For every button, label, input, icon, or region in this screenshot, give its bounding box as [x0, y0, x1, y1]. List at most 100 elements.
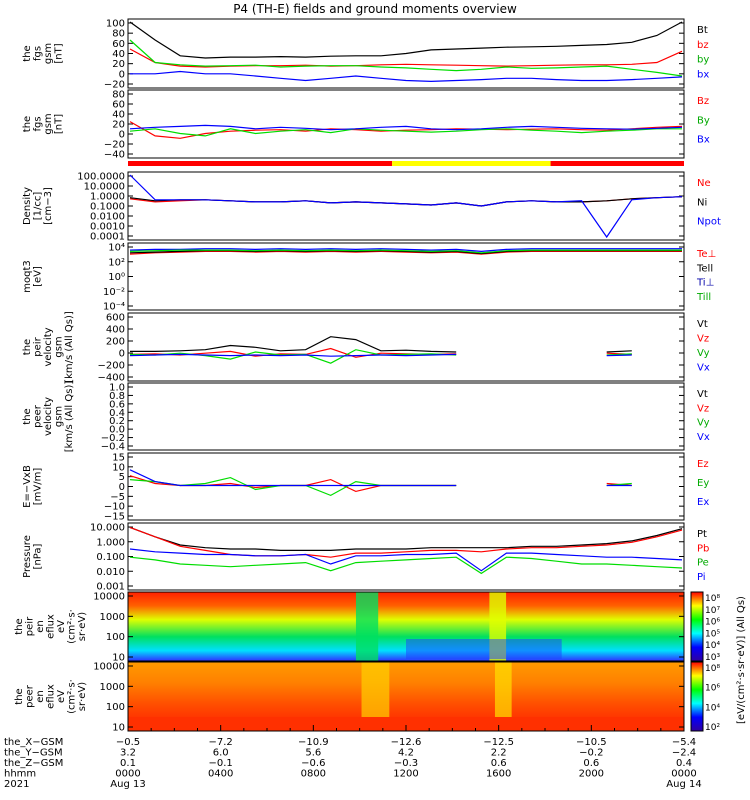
y-tick-label: 10.000 — [90, 523, 125, 534]
y-axis-label: peer — [33, 404, 44, 428]
y-tick-label: 1000 — [100, 682, 125, 693]
y-axis-label: the — [14, 618, 25, 634]
y-tick-label: 0.001 — [96, 582, 125, 593]
x-row-value: −0.6 — [301, 758, 325, 769]
colorbar-tick-label: 10⁶ — [705, 618, 720, 628]
series-line-ey — [129, 476, 632, 497]
y-tick-label: 0.0010 — [90, 222, 125, 233]
x-row-value: −2.4 — [672, 748, 696, 759]
legend-entry: By — [697, 115, 710, 126]
x-row-label: the_Z−GSM — [4, 758, 63, 769]
x-row-value: 0800 — [301, 769, 326, 780]
y-tick-label: 10000 — [93, 592, 125, 603]
x-row-value: 0400 — [208, 769, 233, 780]
series-line-ex — [129, 469, 632, 487]
legend-entry: Vx — [697, 432, 710, 443]
status-segment — [550, 161, 684, 166]
x-row-label: the_X−GSM — [4, 737, 63, 748]
y-tick-label: 10⁴ — [108, 243, 125, 254]
series-line-ni — [129, 196, 683, 207]
y-axis-label: [eV] — [33, 266, 44, 287]
legend-entry: Ez — [697, 459, 709, 470]
legend-entry: Ex — [697, 497, 709, 508]
series-line-npot — [129, 174, 683, 239]
y-tick-label: 1000 — [100, 612, 125, 623]
series-line-ti⊥ — [129, 248, 682, 253]
panel-frame — [127, 242, 685, 311]
legend-entry: Vz — [697, 403, 709, 414]
y-axis-label: Density — [22, 187, 33, 225]
colorbar-tick-label: 10² — [705, 723, 720, 733]
legend-entry: Bt — [697, 25, 708, 36]
y-tick-label: 40 — [112, 110, 125, 121]
y-tick-label: −10 — [104, 502, 125, 513]
colorbar-tick-label: 10⁴ — [705, 703, 720, 713]
chart-panel-4: 10⁴ 10² 10⁰ 10⁻² 10⁻⁴ moqt3 [eV] Te⊥ Tell Ti⊥ Till — [22, 242, 716, 313]
y-tick-label: 10⁻² — [103, 287, 125, 298]
legend-entry: Vt — [697, 319, 708, 330]
y-axis-label: sr·eV) — [77, 682, 88, 711]
y-axis-label: velocity — [43, 397, 54, 436]
x-row-value: −5.4 — [672, 737, 696, 748]
y-tick-label: 1.0000 — [90, 192, 125, 203]
y-axis-label: en — [35, 620, 46, 633]
series-line-vy — [129, 349, 632, 364]
y-tick-label: 0.6 — [109, 399, 125, 410]
y-axis-label: the — [22, 408, 33, 424]
y-tick-label: 0.0100 — [90, 212, 125, 223]
y-tick-label: 0.100 — [96, 552, 125, 563]
y-axis-label: (cm²·s· — [67, 679, 78, 714]
y-tick-label: 40 — [112, 49, 125, 60]
legend-entry: Bz — [697, 96, 709, 107]
y-tick-label: 10.0000 — [84, 182, 125, 193]
x-row-value: 0000 — [671, 769, 696, 780]
status-segment — [392, 161, 551, 166]
x-row-value: 0000 — [115, 769, 140, 780]
y-axis-label: E=−VxB — [22, 465, 33, 508]
y-axis-label: peir — [33, 336, 44, 356]
x-row-value: −12.6 — [391, 737, 422, 748]
heatmap-streak — [355, 592, 379, 661]
legend-entry: Pe — [697, 558, 709, 569]
heatmap-streak — [494, 662, 512, 731]
x-row-value: 0.4 — [676, 758, 692, 769]
y-tick-label: 0.010 — [96, 567, 125, 578]
y-axis-label: peir — [25, 616, 36, 636]
y-axis-label: [nT] — [54, 114, 65, 134]
y-axis-label: en — [35, 690, 46, 703]
x-row-value: −7.2 — [209, 737, 233, 748]
y-tick-label: 0 — [119, 69, 125, 80]
y-tick-label: 0.0001 — [90, 232, 125, 243]
legend-entry: Pb — [697, 543, 709, 554]
y-tick-label: 0 — [119, 130, 125, 141]
y-tick-label: 80 — [112, 90, 125, 101]
y-tick-label: 0.4 — [109, 408, 125, 419]
y-tick-label: 100.0000 — [77, 172, 125, 183]
plot-title: P4 (TH-E) fields and ground moments over… — [233, 2, 517, 16]
series-line-by — [129, 128, 682, 137]
y-tick-label: 60 — [112, 39, 125, 50]
y-axis-label: [nT] — [54, 43, 65, 63]
x-row-value: −0.1 — [209, 758, 233, 769]
series-line-pt — [129, 526, 683, 551]
y-tick-label: 0.1000 — [90, 202, 125, 213]
y-axis-label: peer — [25, 684, 36, 708]
colorbar-tick-label: 10⁵ — [705, 629, 720, 639]
y-axis-label: velocity — [43, 327, 54, 366]
y-tick-label: 1.0 — [109, 383, 125, 394]
y-axis-label: fgs — [33, 116, 44, 131]
x-row-value: 2.2 — [491, 748, 507, 759]
y-tick-label: 10² — [108, 257, 125, 268]
panel-frame — [127, 89, 685, 159]
panel-frame — [127, 591, 685, 662]
y-tick-label: 100 — [106, 19, 125, 30]
x-row-label: the_Y−GSM — [4, 748, 63, 759]
y-tick-label: 0 — [119, 482, 125, 493]
status-bar — [128, 161, 684, 166]
y-tick-label: 0.8 — [109, 391, 125, 402]
y-axis-label: moqt3 — [22, 260, 33, 293]
colorbar-tick-label: 10³ — [705, 653, 720, 663]
